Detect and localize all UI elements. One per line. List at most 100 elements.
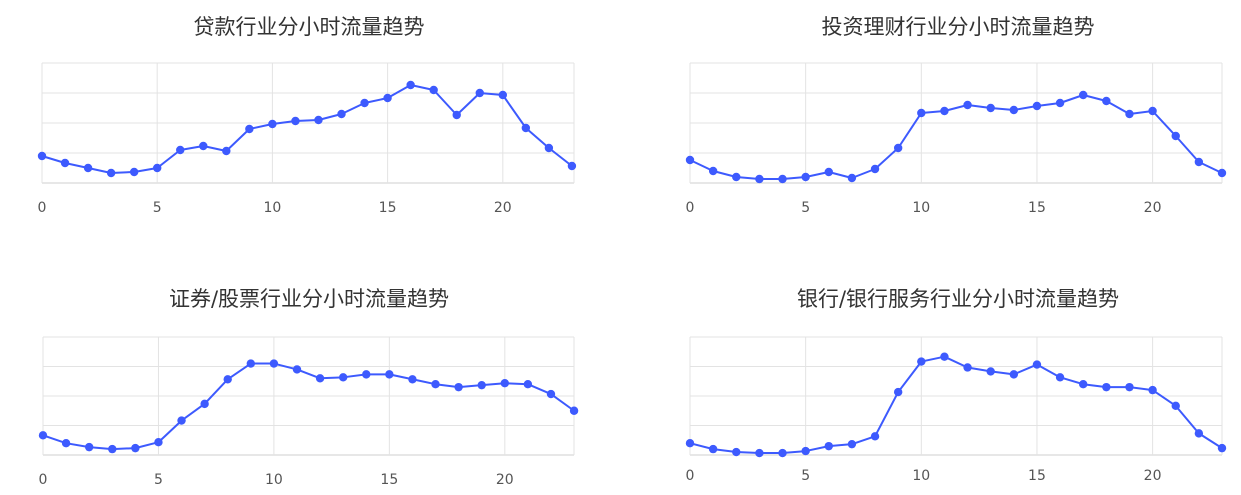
data-point [176, 145, 185, 155]
data-point [685, 155, 695, 165]
data-point [1217, 168, 1227, 178]
data-point [1055, 373, 1065, 382]
data-point [1032, 360, 1042, 369]
data-point [154, 438, 163, 447]
data-point [1148, 385, 1157, 395]
data-point [1079, 380, 1088, 389]
chart-title: 证券/股票行业分小时流量趋势 [168, 287, 450, 311]
data-point [778, 448, 787, 458]
data-point [223, 375, 232, 384]
data-point [685, 439, 695, 448]
data-point [778, 174, 787, 184]
x-tick-label: 10 [912, 200, 930, 216]
data-point [732, 447, 741, 457]
x-tick-label: 20 [494, 200, 512, 216]
data-point [222, 146, 231, 156]
data-point [893, 143, 903, 153]
series-line [42, 362, 575, 451]
data-point [383, 93, 392, 103]
data-point [38, 431, 48, 440]
x-tick-label: 0 [686, 468, 695, 484]
data-point [61, 439, 71, 448]
x-tick-label: 5 [801, 468, 810, 484]
x-tick-label: 0 [39, 472, 48, 488]
data-point [245, 124, 254, 134]
data-point [569, 406, 579, 415]
x-tick-label: 15 [380, 472, 398, 488]
chart-title: 银行/银行服务行业分小时流量趋势 [796, 287, 1120, 311]
data-point [1148, 106, 1157, 116]
data-point [1009, 105, 1019, 115]
data-point [801, 446, 810, 456]
data-point [60, 158, 70, 168]
x-tick-label: 20 [1144, 468, 1162, 484]
data-point [337, 109, 346, 119]
data-point [429, 85, 438, 95]
data-point [177, 416, 186, 425]
x-tick-label: 15 [1028, 468, 1046, 484]
data-point [131, 443, 140, 453]
data-point [477, 380, 486, 390]
data-point [986, 367, 995, 376]
x-tick-label: 15 [1028, 200, 1046, 216]
data-point [84, 442, 94, 452]
chart-title: 投资理财行业分小时流量趋势 [821, 15, 1095, 39]
x-tick-label: 20 [496, 472, 514, 488]
data-point [1032, 101, 1042, 111]
data-point [917, 108, 926, 118]
data-point [108, 444, 117, 454]
data-point [1125, 109, 1134, 119]
data-point [1102, 382, 1111, 392]
data-point [870, 432, 880, 441]
x-tick-label: 10 [912, 468, 930, 484]
data-point [824, 167, 833, 177]
x-tick-label: 15 [379, 200, 397, 216]
data-point [708, 444, 718, 454]
data-point [268, 119, 277, 129]
series-line [689, 94, 1223, 180]
data-point [408, 375, 417, 384]
data-point [246, 359, 256, 368]
data-point [755, 174, 764, 184]
data-point [269, 359, 279, 368]
data-point [1102, 96, 1111, 106]
data-point [153, 163, 162, 173]
chart-title: 贷款行业分小时流量趋势 [193, 15, 425, 39]
series-line [689, 355, 1223, 455]
data-point [406, 80, 415, 90]
x-tick-label: 0 [38, 200, 47, 216]
data-point [199, 141, 208, 151]
data-point [824, 441, 833, 451]
data-point [523, 380, 533, 389]
data-point [360, 98, 369, 108]
data-point [963, 363, 972, 372]
data-point [454, 382, 463, 392]
data-point [498, 90, 507, 100]
data-point [940, 106, 949, 116]
data-point [338, 373, 348, 382]
x-tick-label: 10 [263, 200, 281, 216]
data-point [870, 164, 880, 174]
x-tick-label: 5 [801, 200, 810, 216]
data-point [567, 161, 577, 171]
data-point [963, 100, 972, 110]
data-point [452, 110, 461, 120]
data-point [385, 370, 394, 379]
data-point [1171, 131, 1180, 141]
data-point [500, 379, 509, 388]
data-point [1009, 370, 1019, 379]
series-line [41, 84, 573, 174]
data-point [1194, 429, 1204, 438]
x-tick-label: 10 [265, 472, 283, 488]
data-point [431, 380, 440, 389]
data-point [847, 439, 857, 449]
data-point [475, 88, 484, 98]
data-point [940, 352, 949, 361]
data-point [544, 143, 554, 153]
x-tick-label: 5 [154, 472, 163, 488]
data-point [1079, 90, 1088, 100]
data-point [1125, 382, 1134, 392]
data-point [986, 103, 995, 113]
data-point [917, 357, 926, 366]
